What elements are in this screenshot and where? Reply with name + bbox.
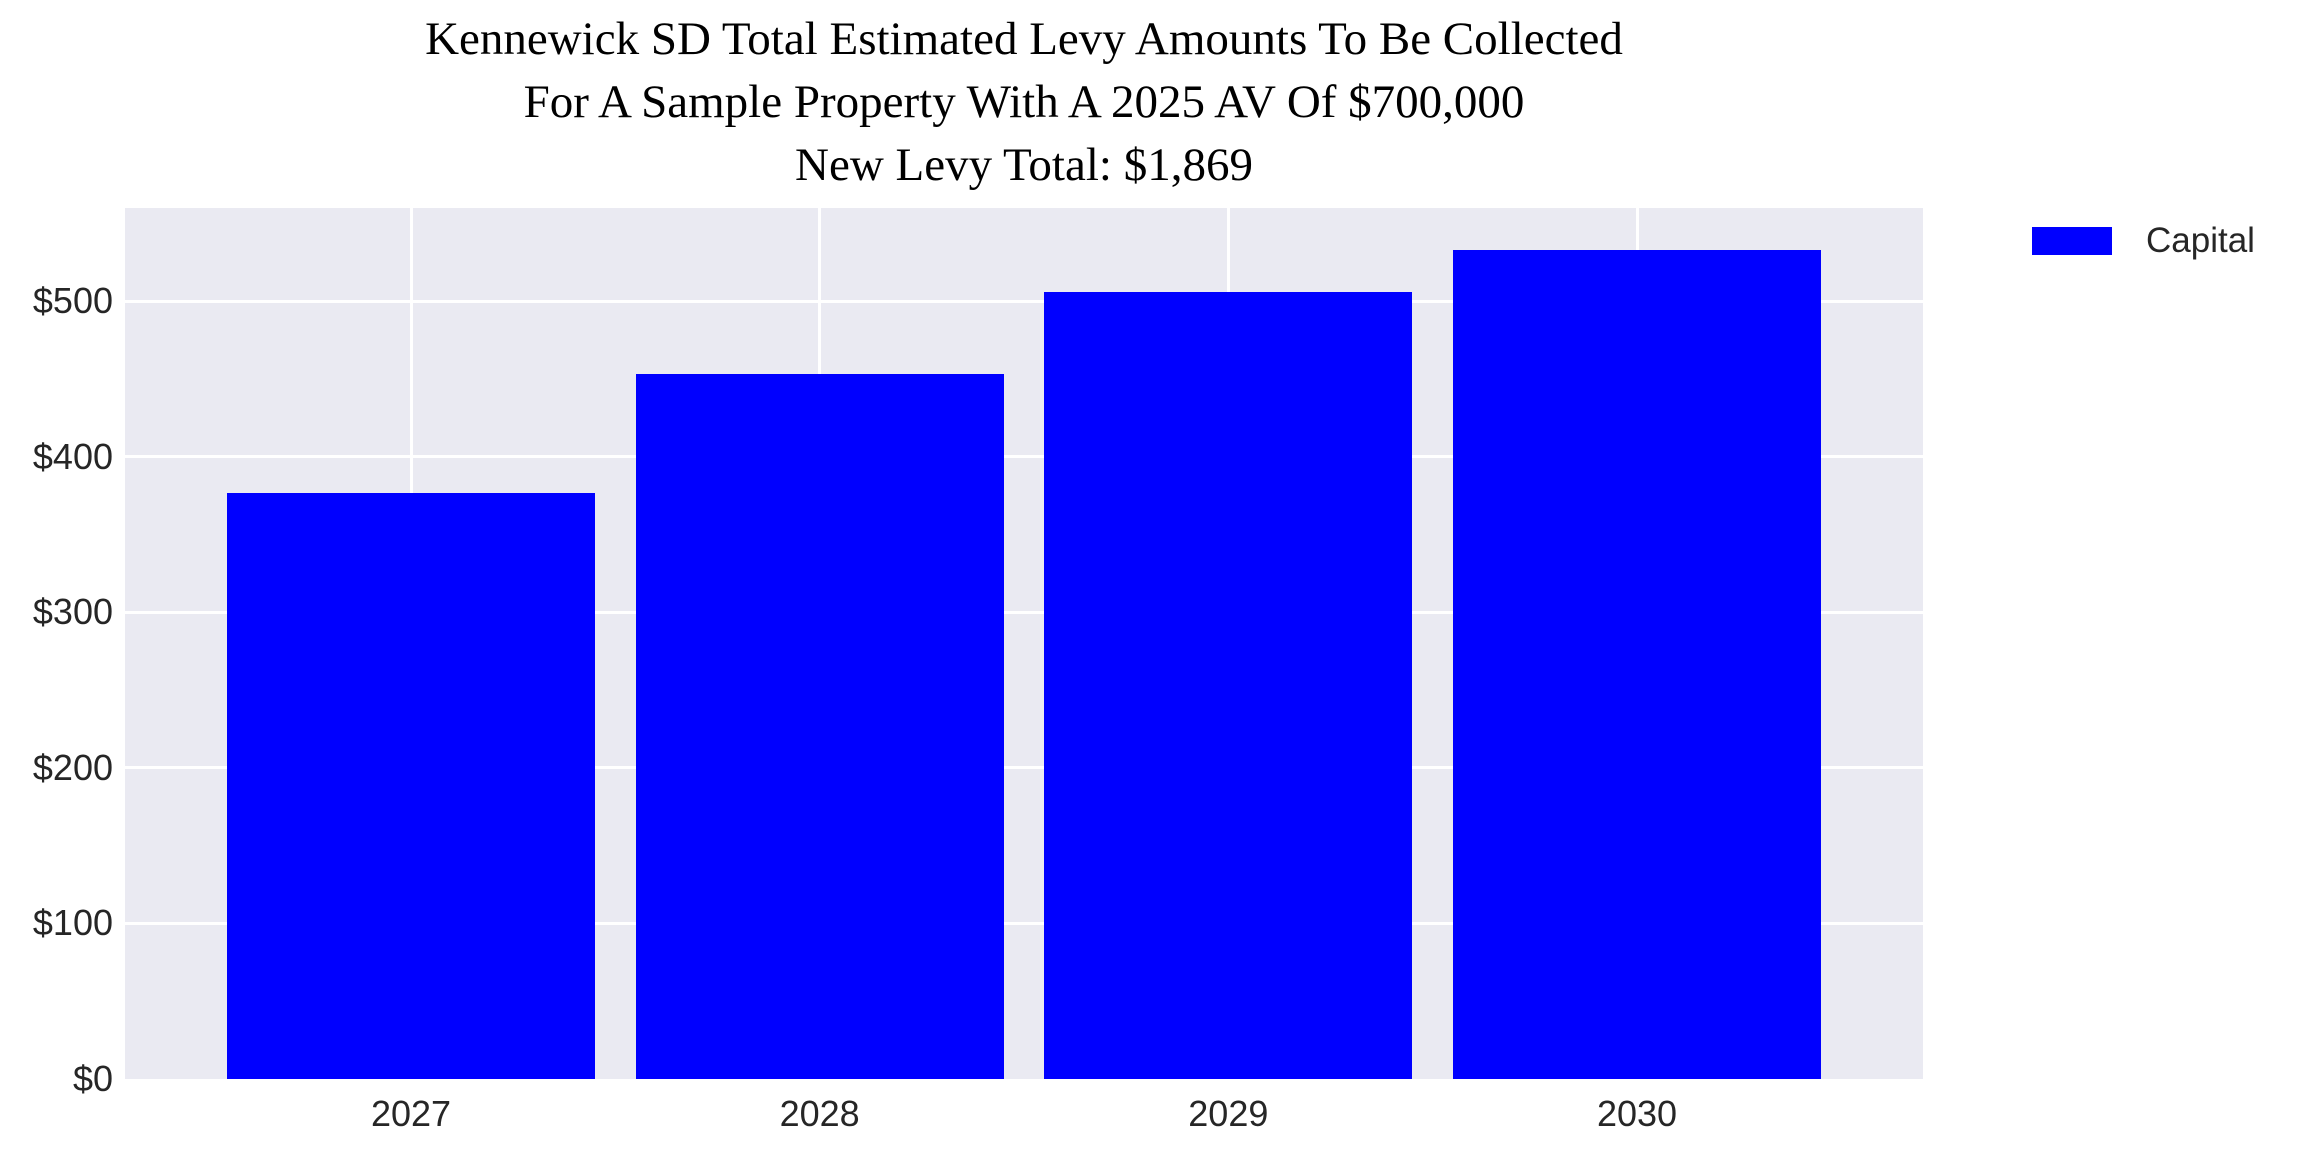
- bar-2028: [635, 374, 1004, 1079]
- bar-2030: [1453, 250, 1821, 1079]
- xtick-label-2030: 2030: [1596, 1093, 1678, 1134]
- ytick-label-500: $500: [32, 280, 113, 322]
- gridline-h-400: [125, 455, 1923, 459]
- bar-2027: [227, 492, 595, 1079]
- legend-swatch-capital: [2032, 226, 2112, 255]
- bar-2029: [1044, 292, 1413, 1079]
- xtick-label-2029: 2029: [1188, 1093, 1269, 1134]
- ytick-label-0: $0: [72, 1058, 113, 1099]
- plot-area: [125, 208, 1923, 1079]
- gridline-h-300: [125, 610, 1923, 614]
- ytick-label-300: $300: [32, 591, 113, 633]
- title-line-3: New Levy Total: $1,869: [795, 139, 1253, 191]
- ytick-label-400: $400: [32, 435, 113, 477]
- gridline-h-100: [125, 921, 1923, 925]
- gridline-h-500: [125, 299, 1923, 303]
- title-line-1: Kennewick SD Total Estimated Levy Amount…: [425, 13, 1623, 65]
- legend: Capital: [2032, 223, 2255, 258]
- xtick-label-2027: 2027: [370, 1093, 452, 1134]
- xtick-label-2028: 2028: [779, 1093, 860, 1134]
- chart-title: Kennewick SD Total Estimated Levy Amount…: [125, 8, 1923, 197]
- ytick-label-200: $200: [32, 746, 113, 788]
- gridline-h-200: [125, 766, 1923, 770]
- ytick-label-100: $100: [32, 902, 113, 944]
- legend-label: Capital: [2146, 221, 2255, 260]
- title-line-2: For A Sample Property With A 2025 AV Of …: [523, 76, 1525, 128]
